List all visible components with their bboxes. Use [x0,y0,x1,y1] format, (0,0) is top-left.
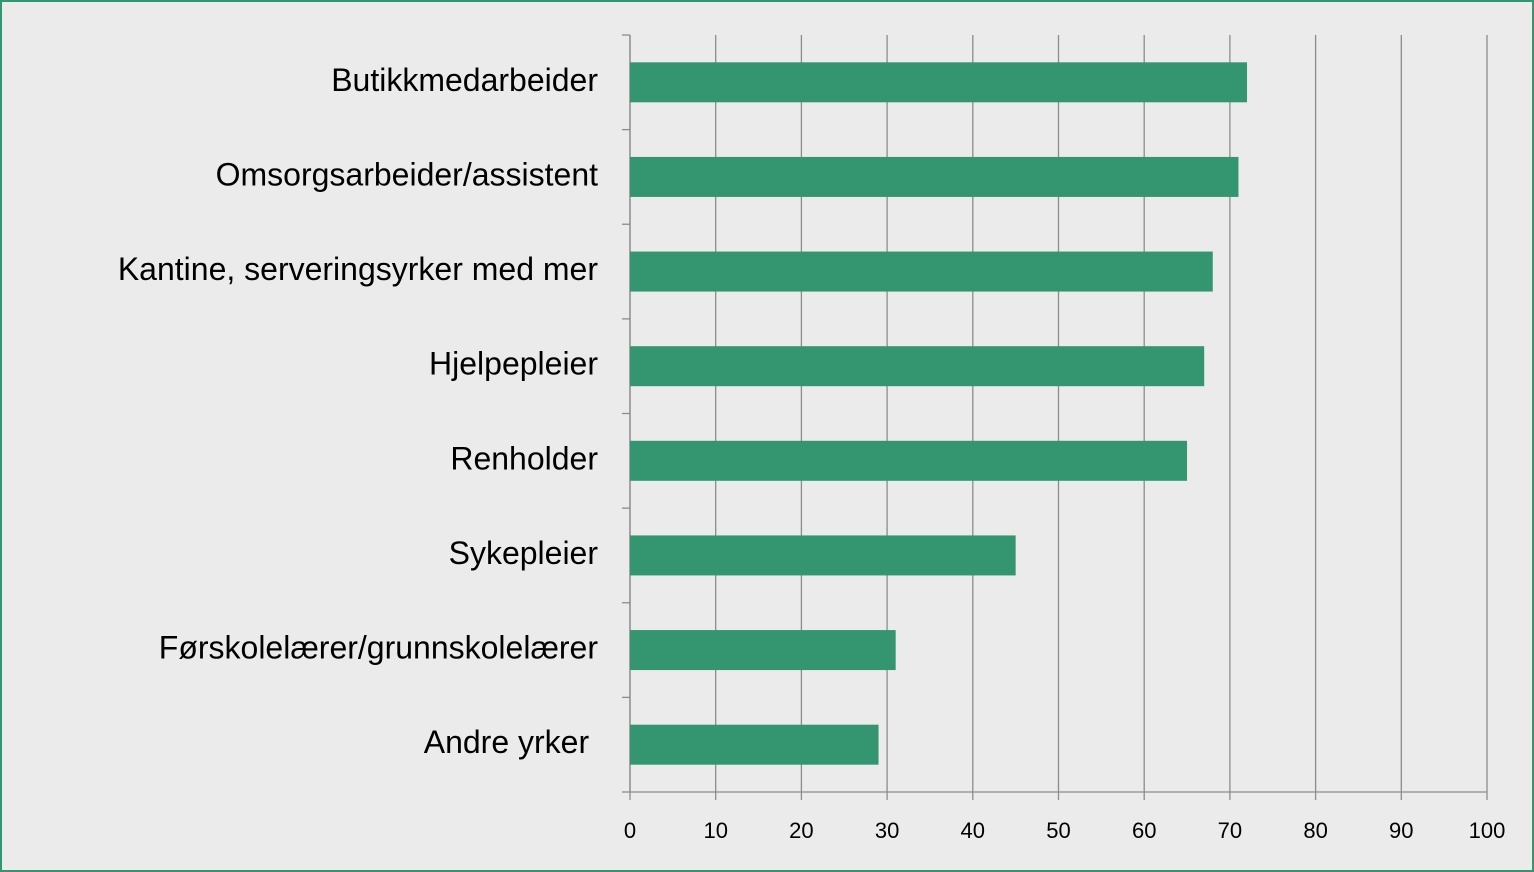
x-tick-label: 70 [1218,818,1242,843]
bar [630,724,879,765]
bar [630,251,1213,292]
y-tick-label: Sykepleier [449,535,599,571]
bar [630,156,1239,197]
x-tick-label: 50 [1046,818,1070,843]
y-tick-label: Kantine, serveringsyrker med mer [118,251,599,287]
y-tick-label: Butikkmedarbeider [331,62,598,98]
x-tick-label: 20 [789,818,813,843]
x-tick-label: 30 [875,818,899,843]
y-tick-label: Renholder [450,440,598,476]
y-tick-label: Hjelpepleier [429,346,598,382]
bar [630,440,1188,481]
x-tick-label: 90 [1389,818,1413,843]
y-tick-label: Førskolelærer/grunnskolelærer [159,630,599,666]
y-tick-label: Omsorgsarbeider/assistent [216,156,598,192]
x-tick-label: 100 [1469,818,1506,843]
bar [630,535,1016,576]
x-tick-label: 0 [624,818,636,843]
bar [630,346,1205,387]
x-tick-label: 40 [961,818,985,843]
bar [630,62,1248,103]
bar [630,630,896,671]
y-tick-label: Andre yrker [424,724,598,760]
x-tick-label: 80 [1303,818,1327,843]
x-tick-label: 60 [1132,818,1156,843]
x-tick-label: 10 [703,818,727,843]
